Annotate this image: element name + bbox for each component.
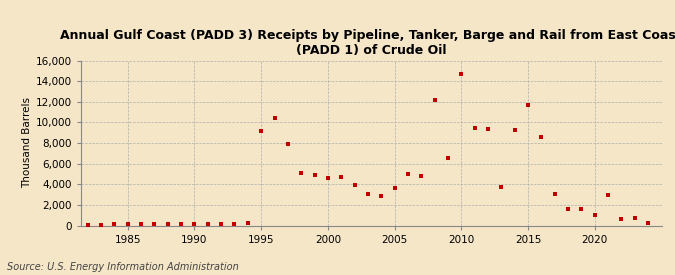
Point: [563, 207, 574, 211]
Y-axis label: Thousand Barrels: Thousand Barrels: [22, 98, 32, 188]
Point: [469, 125, 480, 130]
Point: [229, 222, 240, 227]
Point: [536, 135, 547, 139]
Point: [256, 128, 267, 133]
Point: [456, 72, 466, 76]
Point: [242, 221, 253, 226]
Point: [429, 98, 440, 102]
Point: [616, 217, 627, 222]
Point: [309, 173, 320, 177]
Point: [269, 116, 280, 120]
Point: [136, 222, 146, 226]
Point: [216, 222, 227, 227]
Point: [176, 222, 186, 226]
Point: [522, 103, 533, 107]
Point: [336, 175, 347, 179]
Point: [416, 174, 427, 178]
Point: [496, 185, 507, 189]
Point: [549, 191, 560, 196]
Point: [282, 142, 293, 146]
Point: [389, 186, 400, 191]
Point: [96, 223, 107, 227]
Point: [296, 171, 306, 175]
Point: [629, 216, 640, 221]
Point: [510, 127, 520, 132]
Point: [349, 183, 360, 188]
Title: Annual Gulf Coast (PADD 3) Receipts by Pipeline, Tanker, Barge and Rail from Eas: Annual Gulf Coast (PADD 3) Receipts by P…: [61, 29, 675, 57]
Point: [202, 222, 213, 227]
Point: [376, 193, 387, 198]
Point: [163, 222, 173, 227]
Point: [589, 213, 600, 218]
Point: [362, 191, 373, 196]
Point: [122, 222, 133, 227]
Point: [69, 223, 80, 227]
Point: [402, 172, 413, 176]
Point: [483, 126, 493, 131]
Point: [443, 156, 454, 161]
Point: [82, 223, 93, 227]
Point: [149, 222, 160, 227]
Point: [603, 192, 614, 197]
Point: [323, 176, 333, 180]
Text: Source: U.S. Energy Information Administration: Source: U.S. Energy Information Administ…: [7, 262, 238, 272]
Point: [189, 222, 200, 227]
Point: [109, 222, 119, 227]
Point: [643, 221, 653, 226]
Point: [576, 207, 587, 211]
